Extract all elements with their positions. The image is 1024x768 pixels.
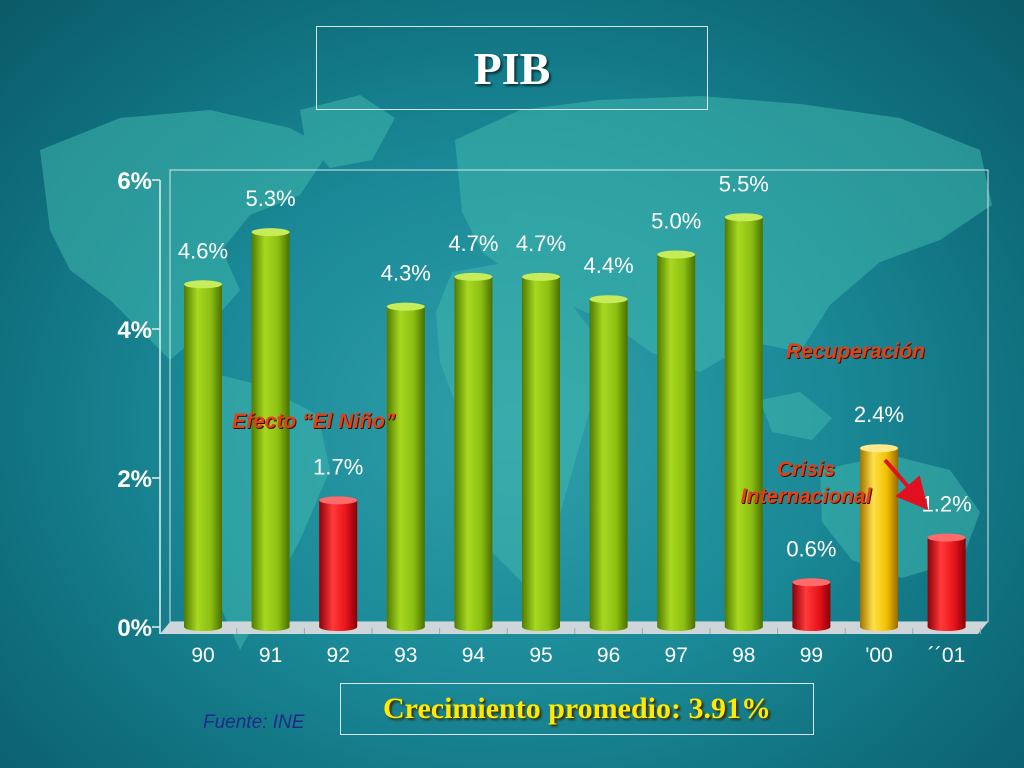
bar-base bbox=[724, 623, 763, 631]
value-label: 1.2% bbox=[922, 492, 972, 517]
y-tick-label: 6% bbox=[117, 168, 152, 195]
value-labels-group: 4.6% 5.3% 1.7% 4.3% 4.7% 4.7% 4.4% 5.0% 5.5% 0.6%… bbox=[178, 171, 972, 561]
bar-96 bbox=[589, 299, 628, 627]
bar-cap bbox=[589, 295, 628, 304]
bar-99 bbox=[792, 582, 831, 627]
bar-94 bbox=[454, 276, 493, 627]
bar-97 bbox=[657, 254, 696, 627]
x-tick-label: 96 bbox=[597, 644, 620, 667]
plot-floor bbox=[160, 622, 988, 634]
bar-98 bbox=[724, 217, 763, 627]
bar-cap bbox=[927, 533, 966, 542]
x-tick-label: 99 bbox=[800, 644, 823, 667]
x-tick-label: ´´01 bbox=[928, 644, 965, 667]
x-tick-label: 94 bbox=[462, 644, 486, 667]
bar-cap bbox=[319, 496, 358, 505]
value-label: 4.4% bbox=[584, 253, 634, 278]
bar-cap bbox=[860, 444, 898, 453]
bar-base bbox=[589, 623, 628, 631]
value-label: 5.0% bbox=[651, 209, 701, 234]
bar-cap bbox=[522, 272, 560, 281]
bar-base bbox=[454, 623, 493, 631]
bar-base bbox=[927, 623, 966, 631]
value-label: 0.6% bbox=[786, 536, 836, 561]
bar-base bbox=[251, 623, 290, 631]
bar-93 bbox=[386, 306, 425, 627]
bar-92 bbox=[319, 500, 358, 627]
bar-90 bbox=[184, 284, 222, 627]
bar-base bbox=[657, 623, 696, 631]
average-growth-text: Crecimiento promedio: 3.91% bbox=[383, 692, 771, 725]
x-tick-label: 97 bbox=[665, 644, 688, 667]
bar-base bbox=[184, 623, 222, 631]
y-tick-label: 2% bbox=[117, 466, 152, 493]
x-tick-label: 95 bbox=[529, 644, 552, 667]
bar-base bbox=[386, 623, 425, 631]
x-axis: 90 91 92 93 94 95 96 97 98 99 '00 ´´01 bbox=[191, 628, 981, 667]
value-label: 5.5% bbox=[719, 171, 769, 196]
bar-base bbox=[522, 623, 560, 631]
x-tick-label: 93 bbox=[394, 644, 417, 667]
value-label: 2.4% bbox=[854, 402, 904, 427]
x-tick-label: 92 bbox=[327, 644, 350, 667]
source-note: Fuente: INE bbox=[203, 712, 305, 733]
bar-cap bbox=[724, 213, 763, 222]
x-tick-label: 91 bbox=[259, 644, 282, 667]
bar-cap bbox=[184, 280, 222, 289]
bars-group bbox=[184, 213, 966, 631]
bar-cap bbox=[657, 250, 696, 259]
annotation-el-nino: Efecto “El Niño” bbox=[232, 410, 396, 433]
bar-91 bbox=[251, 232, 290, 627]
bar-cap bbox=[251, 228, 290, 237]
annotation-recuperacion: Recuperación bbox=[786, 340, 925, 363]
x-tick-label: 90 bbox=[191, 644, 214, 667]
x-tick-label: 98 bbox=[732, 644, 755, 667]
decline-arrow bbox=[883, 458, 929, 511]
bar-'00 bbox=[860, 448, 898, 627]
bar-cap bbox=[386, 302, 425, 311]
bar-95 bbox=[522, 276, 560, 627]
value-label: 5.3% bbox=[246, 186, 296, 211]
x-tick-label: '00 bbox=[865, 644, 892, 667]
bar-cap bbox=[792, 578, 831, 587]
bar-base bbox=[860, 623, 898, 631]
bar-base bbox=[319, 623, 358, 631]
annotation-crisis: Crisis Internacional bbox=[740, 458, 872, 508]
bar-´´01 bbox=[927, 537, 966, 627]
average-box: Crecimiento promedio: 3.91% bbox=[340, 683, 814, 735]
title-box: PIB bbox=[316, 26, 708, 110]
page-title: PIB bbox=[473, 42, 551, 94]
value-label: 4.6% bbox=[178, 238, 228, 263]
y-tick-label: 4% bbox=[117, 317, 152, 344]
bar-base bbox=[792, 623, 831, 631]
y-axis: 0% 2% 4% 6% bbox=[117, 168, 160, 642]
value-label: 1.7% bbox=[313, 454, 363, 479]
bar-cap bbox=[454, 272, 493, 281]
value-label: 4.3% bbox=[381, 261, 431, 286]
y-tick-label: 0% bbox=[117, 615, 152, 642]
value-label: 4.7% bbox=[448, 231, 498, 256]
value-label: 4.7% bbox=[516, 231, 566, 256]
